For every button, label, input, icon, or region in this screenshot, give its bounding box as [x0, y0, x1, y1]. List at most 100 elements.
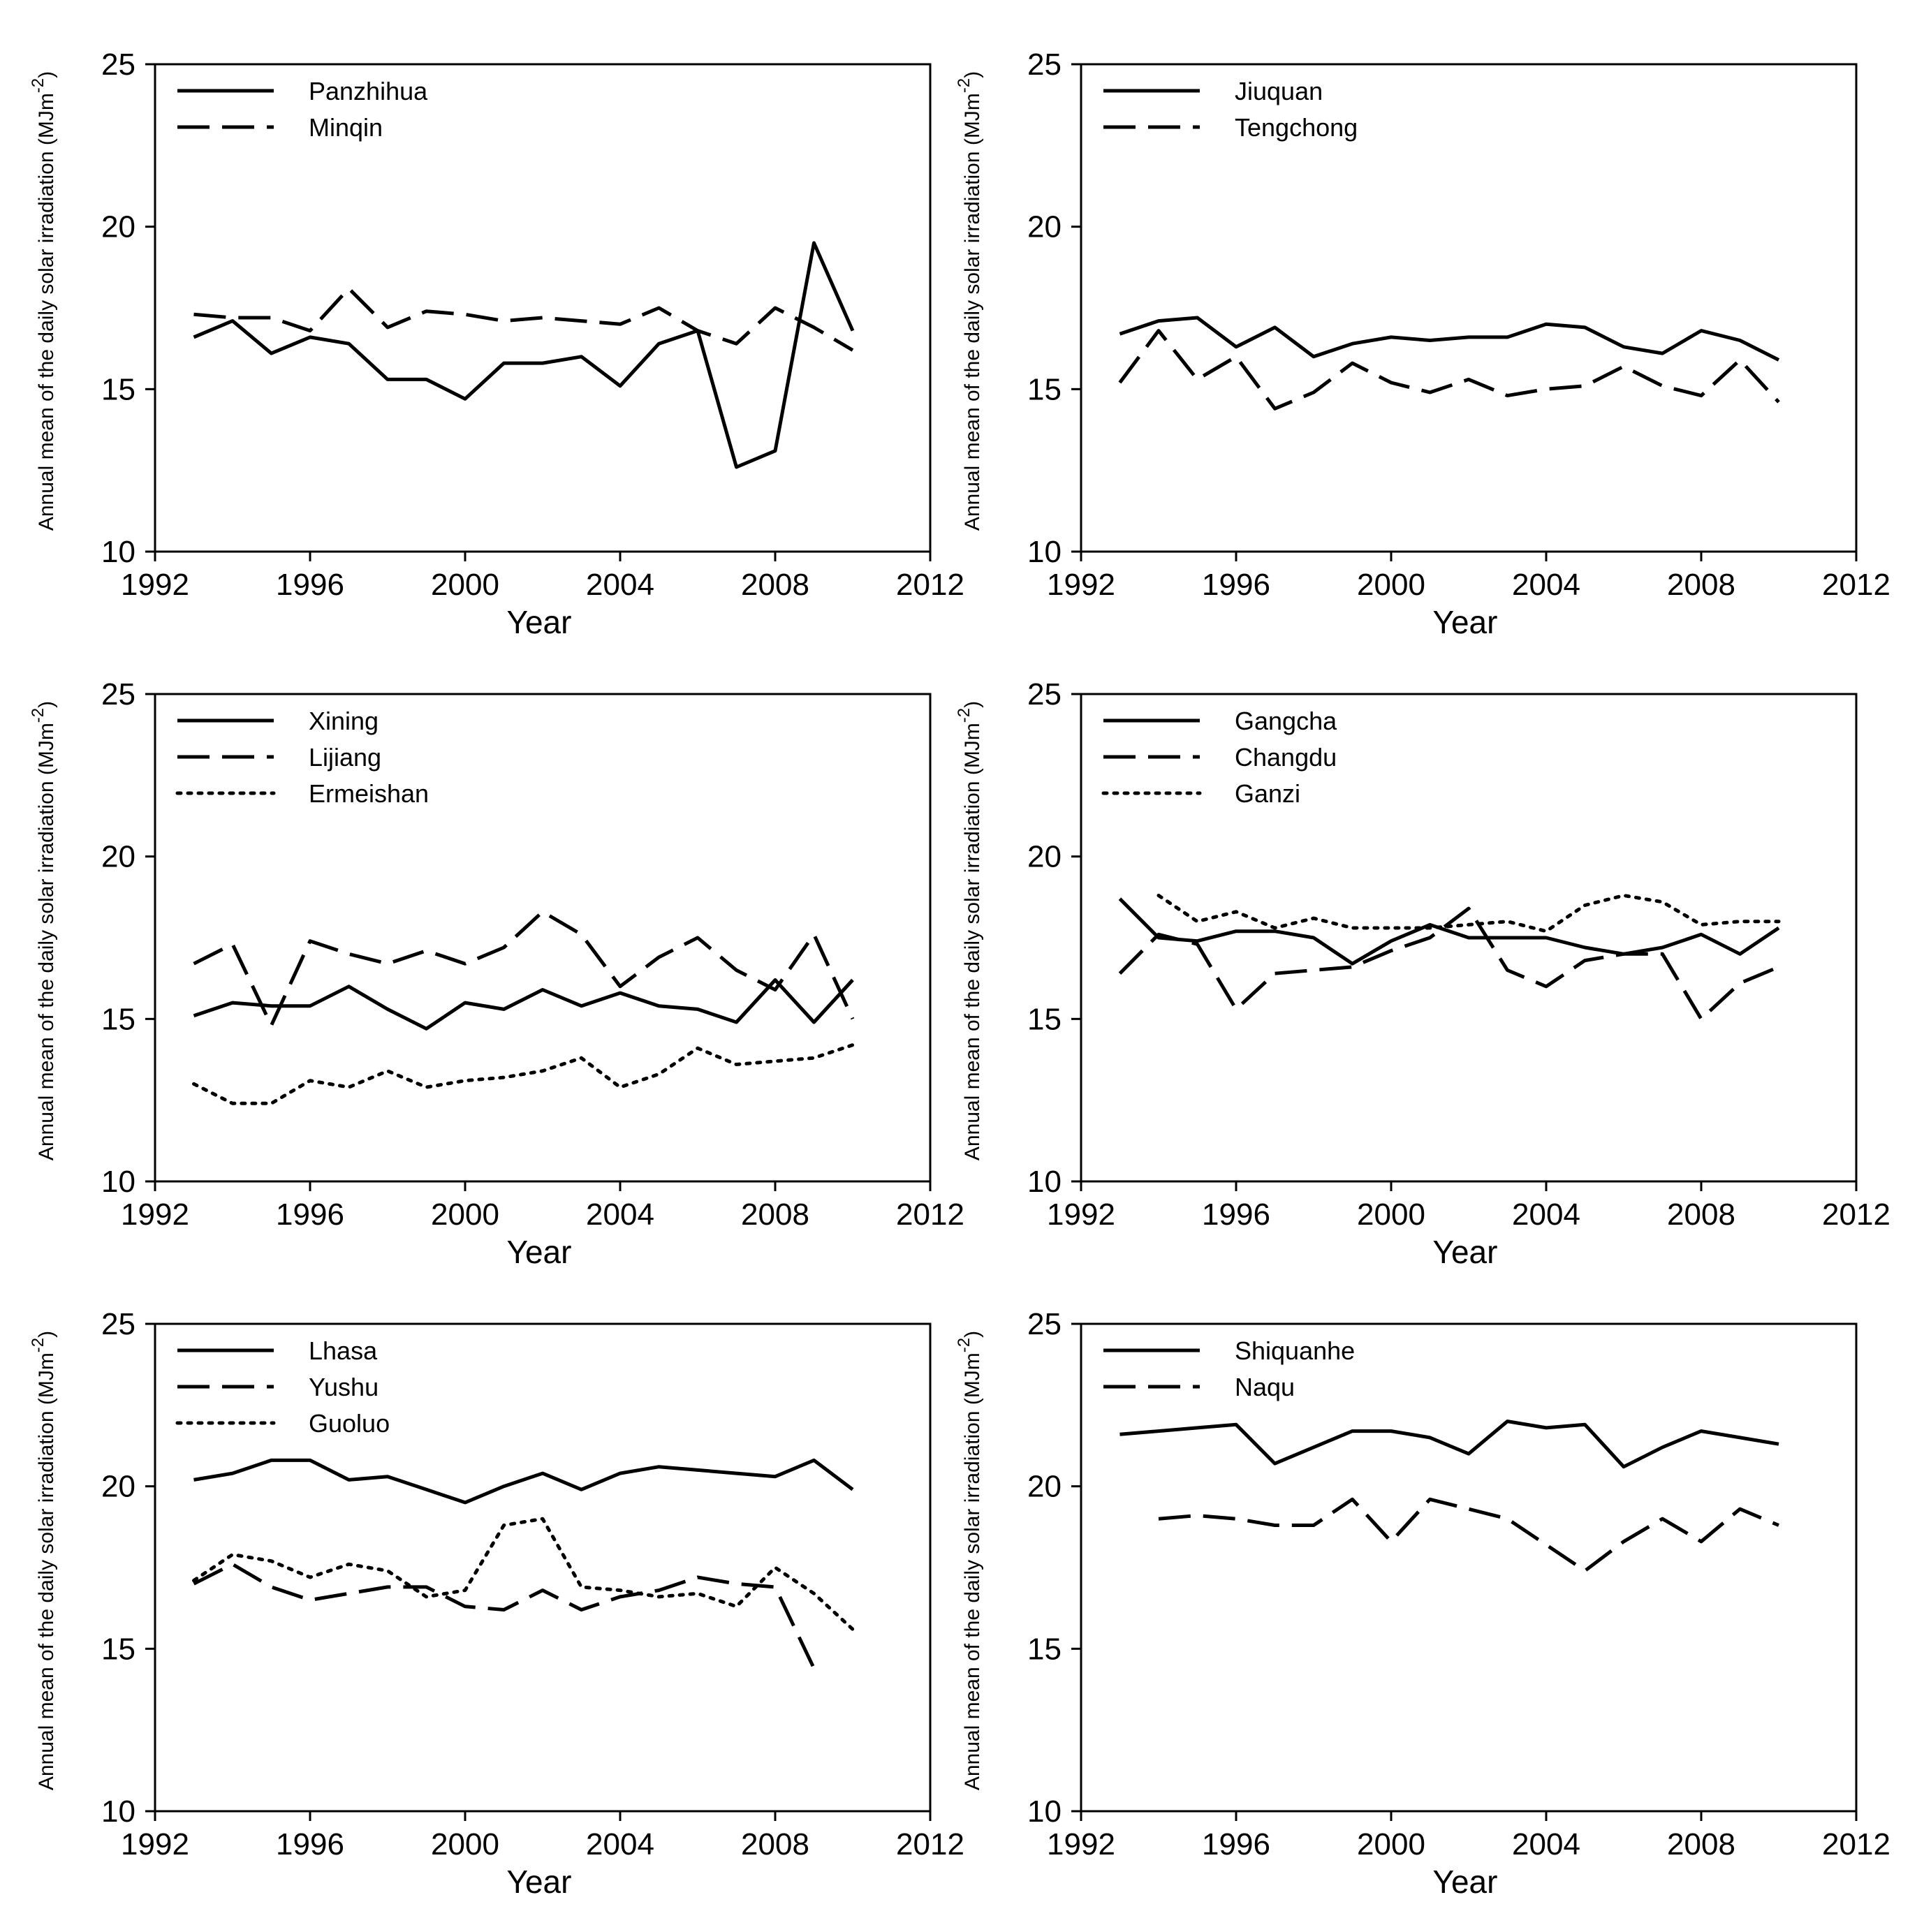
y-tick-label: 20 — [101, 1470, 135, 1504]
x-tick-label: 2000 — [1357, 1197, 1425, 1232]
series-line-panzhihua — [193, 241, 855, 469]
legend-label-minqin: Minqin — [309, 113, 383, 142]
x-tick-label: 1992 — [1047, 568, 1115, 602]
x-tick-label: 1992 — [1047, 1197, 1115, 1232]
x-axis-title: Year — [507, 1234, 572, 1270]
chart-panel-4: 1992 1996 2000 2004 2008 2012 10 15 20 25 Year Annu… — [955, 677, 1890, 1270]
x-tick-label: 1992 — [1047, 1827, 1115, 1861]
y-tick-label: 25 — [101, 1307, 135, 1341]
chart-panel-1: 1992 1996 2000 2004 2008 2012 10 15 20 25 Year Annu… — [29, 47, 964, 640]
y-tick-label: 20 — [1027, 1470, 1062, 1504]
series-line-guoluo — [192, 1517, 855, 1631]
y-tick-label: 25 — [101, 677, 135, 711]
series-line-ermeishan — [192, 1043, 855, 1105]
legend-label-shiquanhe: Shiquanhe — [1235, 1336, 1355, 1365]
chart-panel-2: 1992 1996 2000 2004 2008 2012 10 15 20 25 Year Annu… — [955, 47, 1890, 640]
chart-panel-6: 1992 1996 2000 2004 2008 2012 10 15 20 25 Year Annu… — [955, 1307, 1890, 1900]
chart-panel-5: 1992 1996 2000 2004 2008 2012 10 15 20 25 Year Annu… — [29, 1307, 964, 1900]
plot-frame — [1080, 693, 1858, 1183]
x-tick-label: 2012 — [1822, 1827, 1890, 1861]
legend-label-guoluo: Guoluo — [309, 1409, 390, 1438]
legend-label-lijiang: Lijiang — [309, 743, 381, 772]
x-tick-label: 2012 — [896, 568, 964, 602]
x-tick-label: 2008 — [1667, 568, 1735, 602]
legend-label-naqu: Naqu — [1235, 1373, 1295, 1401]
series-line-yushu — [193, 1562, 816, 1669]
x-tick-label: 2004 — [1512, 568, 1580, 602]
series-line-shiquanhe — [1119, 1419, 1779, 1469]
x-tick-label: 2000 — [431, 1827, 499, 1861]
legend-label-yushu: Yushu — [309, 1373, 379, 1401]
x-tick-label: 2004 — [586, 1827, 654, 1861]
y-tick-label: 10 — [101, 1794, 135, 1829]
x-tick-label: 2012 — [1822, 568, 1890, 602]
y-tick-label: 15 — [1027, 372, 1062, 406]
legend-label-ganzi: Ganzi — [1235, 779, 1300, 808]
x-tick-label: 1992 — [121, 1827, 189, 1861]
plot-frame — [154, 693, 932, 1183]
y-tick-label: 10 — [101, 1165, 135, 1199]
y-axis-title: Annual mean of the daily solar irradiati… — [955, 701, 984, 1160]
x-tick-label: 2000 — [431, 568, 499, 602]
x-tick-label: 2000 — [431, 1197, 499, 1232]
x-tick-label: 1996 — [276, 568, 344, 602]
x-tick-label: 2004 — [1512, 1827, 1580, 1861]
x-tick-label: 2008 — [741, 1197, 809, 1232]
x-tick-label: 2004 — [1512, 1197, 1580, 1232]
series-line-xining — [193, 978, 854, 1031]
y-tick-label: 10 — [101, 535, 135, 569]
x-tick-label: 1996 — [1202, 568, 1270, 602]
x-tick-label: 2012 — [1822, 1197, 1890, 1232]
legend-label-ermeishan: Ermeishan — [309, 779, 429, 808]
legend-label-lhasa: Lhasa — [309, 1336, 378, 1365]
series-line-tengchong — [1118, 329, 1780, 411]
y-tick-label: 10 — [1027, 535, 1062, 569]
legend-label-xining: Xining — [309, 707, 379, 735]
y-tick-label: 25 — [1027, 677, 1062, 711]
y-tick-label: 20 — [1027, 840, 1062, 874]
y-tick-label: 25 — [101, 47, 135, 82]
series-line-changdu — [1118, 906, 1779, 1021]
y-tick-label: 15 — [101, 372, 135, 406]
y-tick-label: 15 — [101, 1002, 135, 1036]
plot-frame — [1080, 63, 1858, 553]
x-tick-label: 2004 — [586, 568, 654, 602]
plot-frame — [1080, 1322, 1858, 1813]
x-tick-label: 1996 — [1202, 1197, 1270, 1232]
x-tick-label: 1996 — [1202, 1827, 1270, 1861]
y-tick-label: 15 — [1027, 1632, 1062, 1666]
y-axis-title: Annual mean of the daily solar irradiati… — [955, 71, 984, 531]
y-tick-label: 20 — [1027, 210, 1062, 244]
series-line-gangcha — [1118, 897, 1780, 966]
x-tick-label: 2008 — [741, 1827, 809, 1861]
plot-frame — [154, 63, 932, 553]
y-axis-title: Annual mean of the daily solar irradiati… — [955, 1331, 984, 1790]
y-tick-label: 15 — [101, 1632, 135, 1666]
legend-label-panzhihua: Panzhihua — [309, 77, 428, 105]
x-axis-title: Year — [1433, 604, 1498, 640]
series-line-ganzi — [1156, 894, 1781, 934]
legend-label-jiuquan: Jiuquan — [1235, 77, 1323, 105]
y-tick-label: 15 — [1027, 1002, 1062, 1036]
x-tick-label: 2000 — [1357, 568, 1425, 602]
legend-label-tengchong: Tengchong — [1235, 113, 1358, 142]
legend-label-changdu: Changdu — [1235, 743, 1337, 772]
y-tick-label: 25 — [1027, 1307, 1062, 1341]
y-tick-label: 20 — [101, 840, 135, 874]
series-line-naqu — [1158, 1497, 1779, 1573]
x-tick-label: 1996 — [276, 1827, 344, 1861]
x-tick-label: 2004 — [586, 1197, 654, 1232]
y-axis-title: Annual mean of the daily solar irradiati… — [29, 701, 58, 1160]
y-axis-title: Annual mean of the daily solar irradiati… — [29, 1331, 58, 1790]
x-tick-label: 1992 — [121, 1197, 189, 1232]
y-axis-title: Annual mean of the daily solar irradiati… — [29, 71, 58, 531]
x-axis-title: Year — [1433, 1864, 1498, 1900]
x-tick-label: 2008 — [1667, 1827, 1735, 1861]
plot-frame — [154, 1322, 932, 1813]
x-axis-title: Year — [1433, 1234, 1498, 1270]
x-tick-label: 2008 — [1667, 1197, 1735, 1232]
x-tick-label: 2008 — [741, 568, 809, 602]
x-tick-label: 2012 — [896, 1827, 964, 1861]
x-axis-title: Year — [507, 604, 572, 640]
